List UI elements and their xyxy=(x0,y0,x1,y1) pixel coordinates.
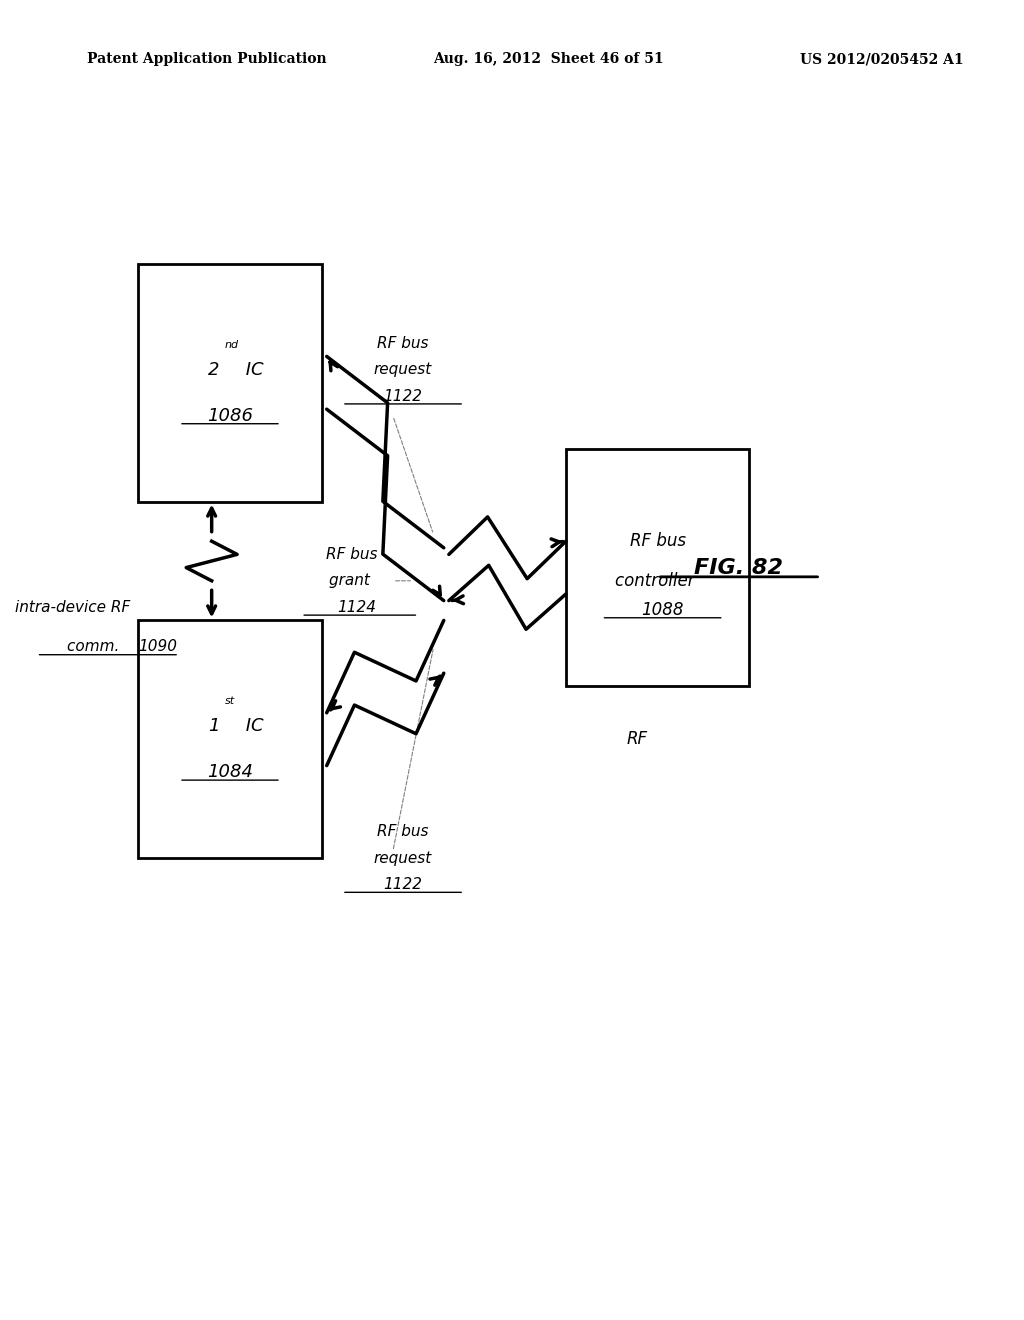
Text: 1086: 1086 xyxy=(207,407,253,425)
Text: RF bus: RF bus xyxy=(377,824,429,840)
Text: RF bus: RF bus xyxy=(377,335,429,351)
Text: st: st xyxy=(225,696,236,706)
Text: 2: 2 xyxy=(208,360,220,379)
Text: controller: controller xyxy=(615,572,700,590)
Text: RF bus: RF bus xyxy=(630,532,685,550)
Text: Patent Application Publication: Patent Application Publication xyxy=(87,53,327,66)
Text: intra-device RF: intra-device RF xyxy=(14,599,130,615)
Text: nd: nd xyxy=(225,339,239,350)
Text: IC: IC xyxy=(241,717,264,735)
Text: 1: 1 xyxy=(208,717,220,735)
Text: Aug. 16, 2012  Sheet 46 of 51: Aug. 16, 2012 Sheet 46 of 51 xyxy=(433,53,665,66)
Text: US 2012/0205452 A1: US 2012/0205452 A1 xyxy=(800,53,964,66)
FancyBboxPatch shape xyxy=(138,620,322,858)
Text: IC: IC xyxy=(241,360,264,379)
Text: request: request xyxy=(374,362,432,378)
Text: 1084: 1084 xyxy=(207,763,253,781)
FancyBboxPatch shape xyxy=(138,264,322,502)
Text: 1088: 1088 xyxy=(641,601,684,619)
Text: 1124: 1124 xyxy=(338,599,377,615)
Text: grant: grant xyxy=(330,573,375,589)
Text: comm.: comm. xyxy=(68,639,124,655)
FancyBboxPatch shape xyxy=(566,449,750,686)
Text: 1122: 1122 xyxy=(384,876,423,892)
Text: RF bus: RF bus xyxy=(327,546,378,562)
Text: RF: RF xyxy=(627,730,648,748)
Text: 1090: 1090 xyxy=(138,639,177,655)
Text: request: request xyxy=(374,850,432,866)
Text: FIG. 82: FIG. 82 xyxy=(694,557,783,578)
Text: 1122: 1122 xyxy=(384,388,423,404)
